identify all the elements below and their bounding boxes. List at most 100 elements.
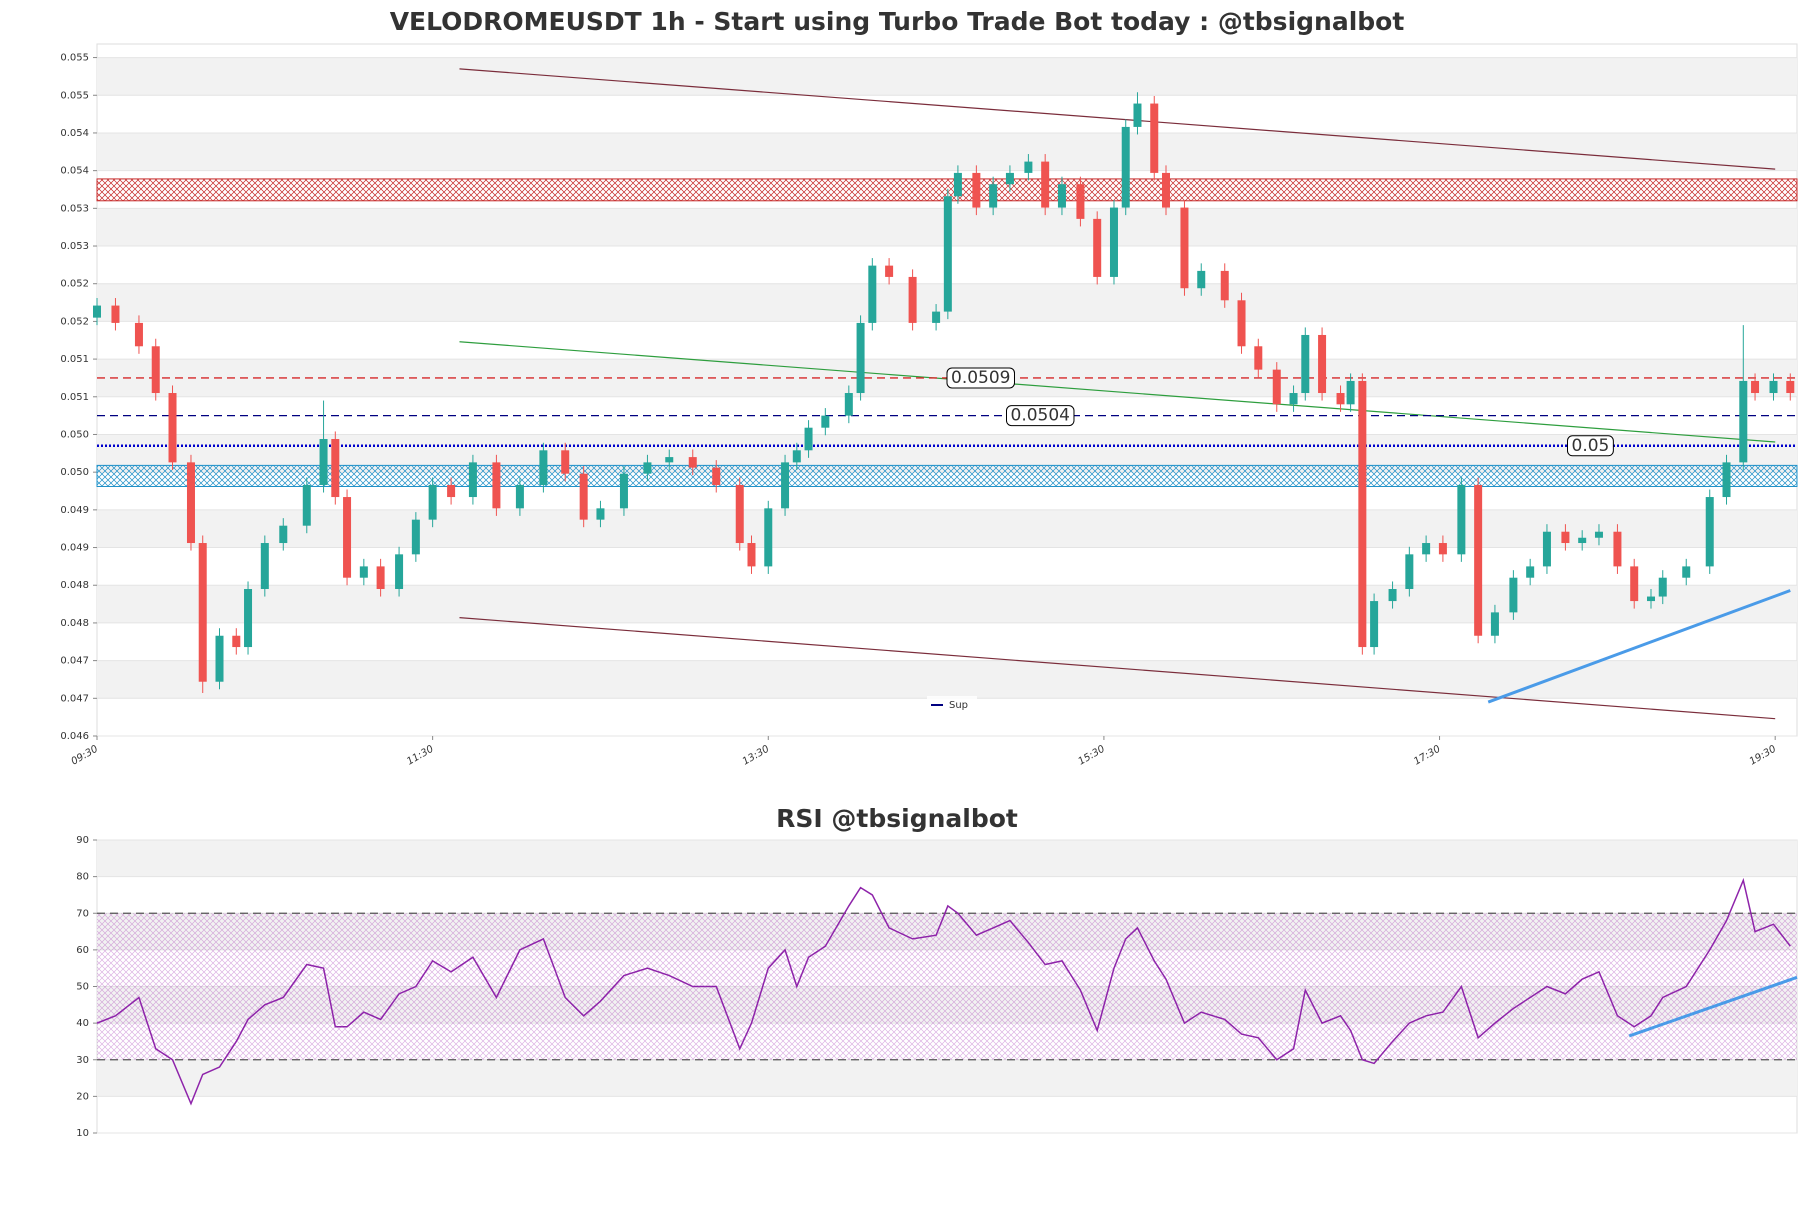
rsi-line xyxy=(96,877,1791,1106)
level-label-box xyxy=(1567,435,1614,457)
candle-body xyxy=(579,473,588,520)
candle-body xyxy=(1197,270,1206,289)
candle-body xyxy=(1370,601,1379,648)
level-label: 0.0504 xyxy=(1011,406,1070,426)
grid-band xyxy=(97,132,1797,171)
y-tick-label: 20 xyxy=(76,1091,89,1102)
y-tick-label: 0.047 xyxy=(60,693,89,704)
candle-body xyxy=(561,450,570,474)
candle-body xyxy=(1646,596,1655,602)
candle-body xyxy=(447,484,456,498)
level-label-box xyxy=(1006,405,1075,427)
chart-title: RSI @tbsignalbot xyxy=(776,804,1018,833)
candle-body xyxy=(343,497,352,578)
candle-body xyxy=(186,462,195,544)
trend-line xyxy=(459,341,1776,443)
zone xyxy=(96,464,1798,487)
y-tick-label: 40 xyxy=(76,1018,89,1029)
level-label: 0.0509 xyxy=(951,368,1010,388)
candle-body xyxy=(844,393,853,416)
candle-body xyxy=(134,322,143,347)
grid-band xyxy=(97,660,1797,699)
y-tick-label: 0.054 xyxy=(60,166,89,177)
candle-body xyxy=(1786,380,1795,394)
legend-label: Sup xyxy=(949,700,968,711)
candle-body xyxy=(643,462,652,474)
x-tick-label: 15:30 xyxy=(1076,744,1106,768)
y-tick-label: 0.050 xyxy=(60,467,89,478)
candle-body xyxy=(1220,270,1229,301)
candle-body xyxy=(359,566,368,578)
candle-body xyxy=(1005,172,1014,185)
candle-body xyxy=(1346,380,1355,405)
candle-body xyxy=(932,311,941,323)
x-tick-label: 13:30 xyxy=(741,744,771,768)
candle-body xyxy=(1542,531,1551,567)
rsi-band xyxy=(97,913,1797,1060)
x-tick-label: 11:30 xyxy=(405,744,435,768)
y-tick-label: 0.055 xyxy=(60,90,89,101)
candle-body xyxy=(1057,184,1066,208)
candle-body xyxy=(492,462,501,509)
y-tick-label: 0.053 xyxy=(60,241,89,252)
candle-body xyxy=(1041,161,1050,208)
candle-body xyxy=(665,457,674,463)
grid-band xyxy=(97,585,1797,623)
candle-body xyxy=(1024,161,1033,173)
candle-body xyxy=(1705,497,1714,567)
candle-body xyxy=(1613,531,1622,567)
candle-body xyxy=(376,566,385,590)
candle-body xyxy=(619,473,628,509)
candle-body xyxy=(1751,380,1760,394)
grid-band xyxy=(97,840,1797,877)
candle-body xyxy=(1474,484,1483,636)
candle-body xyxy=(764,508,773,567)
y-tick-label: 0.046 xyxy=(60,731,89,742)
candle-body xyxy=(908,276,917,323)
candle-body xyxy=(972,172,981,208)
candle-body xyxy=(411,519,420,555)
candle-body xyxy=(244,589,253,648)
candle-body xyxy=(1162,172,1171,208)
level-label: 0.05 xyxy=(1572,436,1610,456)
candle-body xyxy=(1561,531,1570,544)
trend-line xyxy=(1487,589,1791,704)
x-tick-label: 17:30 xyxy=(1412,744,1442,768)
candle-body xyxy=(821,415,830,428)
candle-body xyxy=(302,484,311,526)
candle-body xyxy=(539,450,548,485)
candle-body xyxy=(1388,589,1397,602)
candle-body xyxy=(856,322,865,394)
candle-body xyxy=(1272,369,1281,405)
grid-band xyxy=(97,1059,1797,1097)
candle-body xyxy=(260,543,269,590)
candle-body xyxy=(515,484,524,509)
candle-body xyxy=(168,393,177,463)
candle-body xyxy=(1490,612,1499,636)
chart-title: VELODROMEUSDT 1h - Start using Turbo Tra… xyxy=(390,7,1405,36)
y-tick-label: 0.049 xyxy=(60,543,89,554)
y-tick-label: 60 xyxy=(76,945,89,956)
candle-body xyxy=(1722,462,1731,498)
candle-body xyxy=(198,543,207,682)
x-tick-label: 09:30 xyxy=(70,744,100,768)
candle-body xyxy=(1739,380,1748,463)
candle-body xyxy=(395,554,404,590)
y-tick-label: 0.055 xyxy=(60,53,89,64)
candle-body xyxy=(331,438,340,498)
y-tick-label: 10 xyxy=(76,1128,89,1139)
candle-body xyxy=(804,427,813,451)
y-tick-label: 0.051 xyxy=(60,354,89,365)
candle-body xyxy=(1093,218,1102,277)
candle-body xyxy=(989,184,998,208)
candle-body xyxy=(735,484,744,544)
y-tick-label: 0.052 xyxy=(60,316,89,327)
candle-body xyxy=(781,462,790,509)
candle-body xyxy=(1578,537,1587,544)
y-tick-label: 0.052 xyxy=(60,279,89,290)
candle-body xyxy=(279,525,288,544)
candle-body xyxy=(1526,566,1535,578)
trend-line xyxy=(1628,975,1798,1038)
candle-body xyxy=(1289,393,1298,405)
